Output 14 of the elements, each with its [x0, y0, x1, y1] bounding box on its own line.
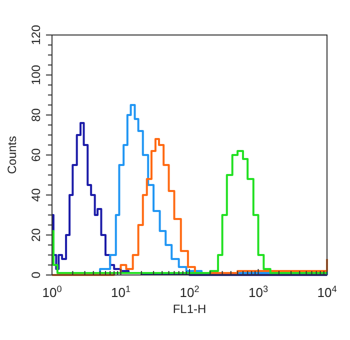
x-tick-label: 10$^{1}$ — [110, 284, 131, 300]
y-tick-label: 80 — [29, 108, 43, 122]
x-tick-label: 10$^{0}$ — [42, 284, 62, 300]
x-tick-label: 10$^{4}$ — [317, 284, 337, 300]
y-tick-label: 100 — [29, 64, 43, 86]
x-axis-title: FL1-H — [172, 302, 206, 316]
y-tick-label: 40 — [29, 188, 43, 202]
x-tick-label: 10$^{3}$ — [248, 284, 268, 300]
y-tick-label: 20 — [29, 228, 43, 242]
y-tick-label: 120 — [29, 24, 43, 46]
x-tick-label: 10$^{2}$ — [180, 284, 200, 300]
y-tick-label: 60 — [29, 148, 43, 162]
y-axis-title: Counts — [5, 136, 19, 174]
y-tick-label: 0 — [29, 271, 43, 278]
